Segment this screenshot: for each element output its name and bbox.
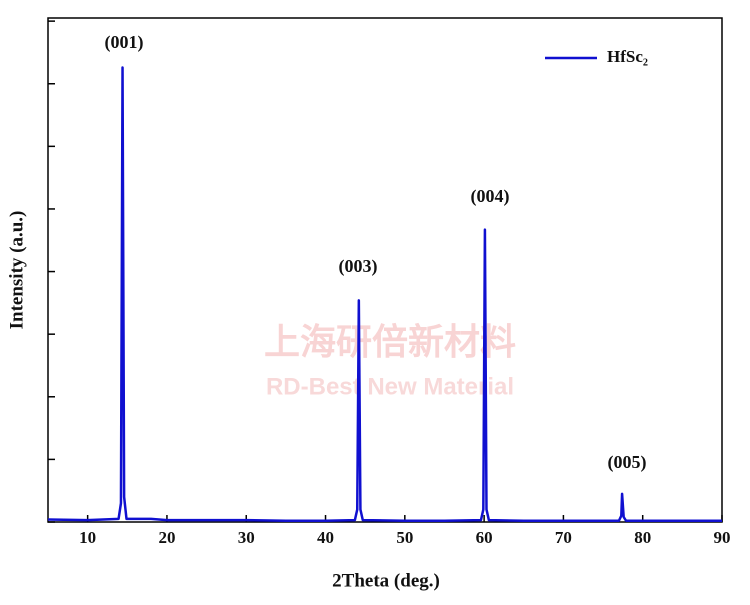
x-axis-label: 2Theta (deg.) bbox=[332, 570, 440, 591]
x-tick-label: 50 bbox=[396, 528, 413, 547]
watermark: RD-Best New Material bbox=[266, 373, 514, 400]
x-tick-label: 70 bbox=[555, 528, 572, 547]
x-tick-label: 20 bbox=[158, 528, 175, 547]
x-tick-label: 80 bbox=[634, 528, 651, 547]
xrd-line bbox=[47, 66, 722, 522]
x-tick-label: 10 bbox=[79, 528, 96, 547]
x-tick-label: 60 bbox=[476, 528, 493, 547]
peak-label: (004) bbox=[471, 186, 510, 207]
peak-label: (003) bbox=[339, 256, 378, 277]
y-axis-label: Intensity (a.u.) bbox=[6, 211, 27, 330]
plot-frame bbox=[47, 17, 723, 523]
peak-label: (005) bbox=[608, 452, 647, 473]
x-tick-label: 30 bbox=[238, 528, 255, 547]
x-tick-label: 90 bbox=[714, 528, 731, 547]
watermark: 上海研倍新材料 bbox=[264, 322, 516, 363]
x-tick-label: 40 bbox=[317, 528, 334, 547]
peak-label: (001) bbox=[105, 32, 144, 53]
legend-label: HfSc₂ bbox=[607, 47, 648, 66]
